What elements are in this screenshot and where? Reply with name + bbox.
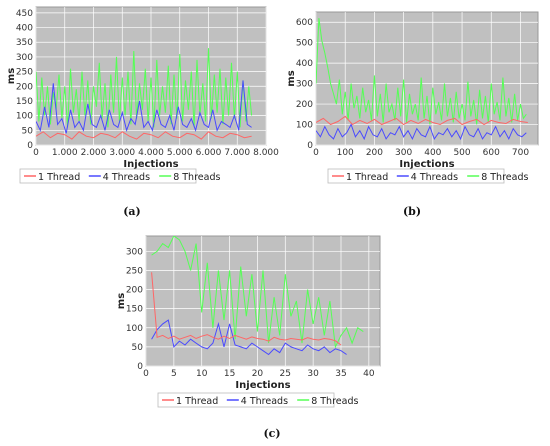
y-axis-label: ms — [286, 70, 297, 86]
x-tick-label: 10 — [196, 369, 208, 379]
x-tick-label: 7.000 — [224, 148, 250, 158]
x-tick-label: 4.000 — [138, 148, 164, 158]
series-line-1-thread — [151, 272, 342, 346]
series-line-4-threads — [151, 319, 347, 356]
chart-b: 0 100 200 300 400 500 600 0 100 200 300 400 500 600 70… — [286, 11, 539, 184]
x-tick-label: 8.000 — [253, 148, 279, 158]
x-tick-label: 700 — [512, 148, 529, 158]
x-tick-label: 600 — [483, 148, 500, 158]
series-line-4-threads — [316, 123, 527, 141]
y-tick-label: 100 — [126, 324, 143, 334]
y-tick-label: 100 — [296, 121, 313, 131]
series-line-8-threads — [316, 18, 527, 125]
legend-label: 8 Threads — [311, 396, 358, 407]
x-tick-label: 400 — [424, 148, 441, 158]
y-axis-label: ms — [6, 68, 17, 84]
y-tick-label: 250 — [16, 68, 33, 78]
x-tick-label: 200 — [366, 148, 383, 158]
y-axis-label: ms — [116, 293, 127, 309]
legend-box — [19, 168, 197, 184]
legend-label: 8 Threads — [481, 172, 528, 183]
series-line-8-threads — [36, 48, 253, 128]
x-tick-label: 300 — [395, 148, 412, 158]
series-line-1-thread — [316, 115, 528, 126]
series-line-1-thread — [36, 131, 252, 140]
y-tick-label: 50 — [132, 343, 144, 353]
y-tick-label: 150 — [126, 305, 143, 315]
x-tick-label: 0 — [143, 369, 149, 379]
x-tick-label: 0 — [313, 148, 319, 158]
x-tick-label: 6.000 — [196, 148, 222, 158]
x-tick-label: 15 — [224, 369, 235, 379]
legend-label: 4 Threads — [241, 396, 288, 407]
plot-area-b — [315, 11, 539, 146]
x-tick-label: 5.000 — [167, 148, 193, 158]
x-tick-label: 40 — [363, 369, 375, 379]
legend-label: 1 Thread — [176, 396, 218, 407]
x-axis-label: Injections — [399, 159, 454, 170]
legend-a: 1 Thread 4 Threads 8 Threads — [19, 168, 220, 184]
legend-label: 8 Threads — [173, 172, 220, 183]
y-tick-label: 400 — [16, 24, 33, 34]
legend-box — [327, 168, 505, 184]
y-tick-label: 0 — [27, 141, 33, 151]
y-tick-label: 150 — [16, 97, 33, 107]
x-tick-label: 500 — [453, 148, 470, 158]
chart-c: 0 50 100 150 200 250 300 0 5 10 15 20 25 30 35 40 Inject… — [116, 235, 381, 408]
y-tick-label: 300 — [296, 80, 313, 90]
y-tick-label: 350 — [16, 38, 33, 48]
legend-label: 1 Thread — [38, 172, 80, 183]
series-line-8-threads — [151, 236, 364, 349]
x-tick-label: 25 — [280, 369, 291, 379]
x-tick-label: 1.000 — [52, 148, 78, 158]
y-tick-label: 450 — [16, 9, 33, 19]
legend-b: 1 Thread 4 Threads 8 Threads — [327, 168, 528, 184]
x-tick-label: 30 — [307, 369, 319, 379]
y-tick-label: 100 — [16, 112, 33, 122]
x-axis-label: Injections — [123, 159, 178, 170]
y-tick-label: 200 — [126, 286, 143, 296]
y-tick-label: 200 — [296, 100, 313, 110]
x-axis-label: Injections — [235, 380, 290, 391]
x-tick-label: 0 — [33, 148, 39, 158]
x-tick-label: 100 — [337, 148, 354, 158]
y-tick-label: 0 — [307, 141, 313, 151]
y-tick-label: 200 — [16, 82, 33, 92]
chart-a: 0 50 100 150 200 250 300 350 400 450 0 1.000 2.000 3.… — [6, 6, 279, 184]
x-tick-label: 3.000 — [109, 148, 135, 158]
legend-label: 4 Threads — [411, 172, 458, 183]
x-tick-label: 5 — [171, 369, 177, 379]
y-tick-label: 600 — [296, 18, 313, 28]
legend-label: 1 Thread — [346, 172, 388, 183]
x-tick-label: 20 — [252, 369, 264, 379]
y-tick-label: 500 — [296, 39, 313, 49]
x-tick-label: 2.000 — [81, 148, 107, 158]
legend-box — [157, 392, 335, 408]
caption-b: (b) — [403, 205, 421, 218]
y-tick-label: 0 — [137, 362, 143, 372]
legend-label: 4 Threads — [103, 172, 150, 183]
caption-a: (a) — [123, 205, 141, 218]
caption-c: (c) — [263, 427, 280, 440]
y-tick-label: 300 — [16, 53, 33, 63]
y-tick-label: 50 — [22, 126, 34, 136]
x-tick-label: 35 — [335, 369, 346, 379]
legend-c: 1 Thread 4 Threads 8 Threads — [157, 392, 358, 408]
y-tick-label: 400 — [296, 59, 313, 69]
y-tick-label: 250 — [126, 266, 143, 276]
plot-area-c — [145, 235, 381, 367]
y-tick-label: 300 — [126, 247, 143, 257]
series-line-4-threads — [36, 80, 252, 134]
